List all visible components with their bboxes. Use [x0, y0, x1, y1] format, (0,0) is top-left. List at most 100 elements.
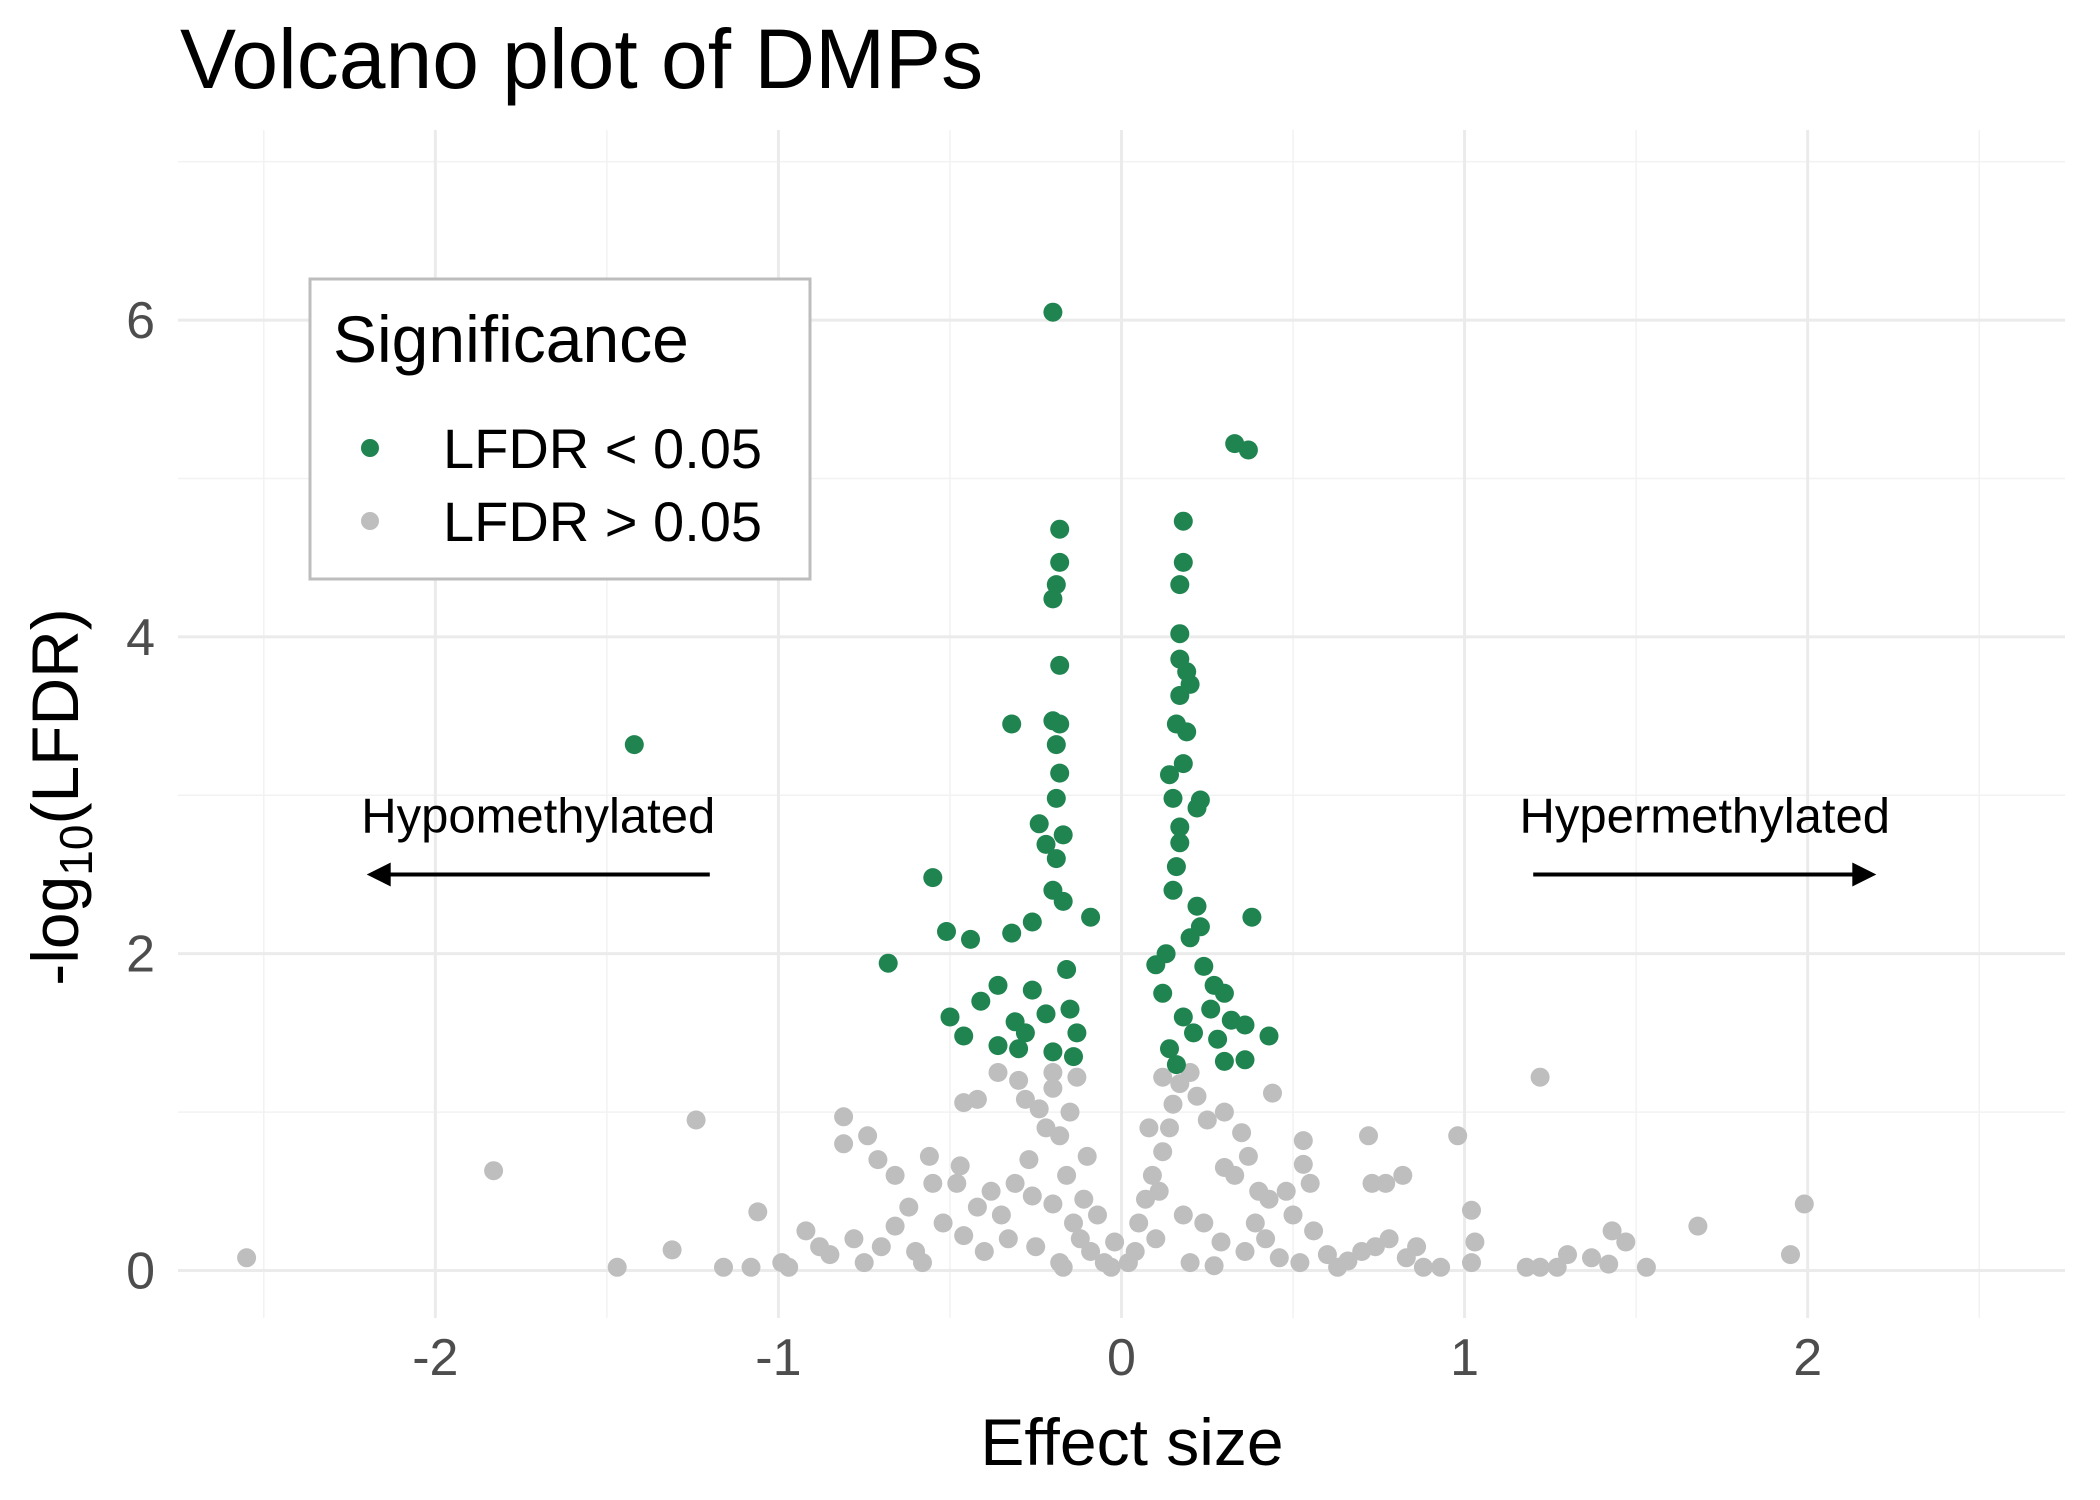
non-significant-point [1180, 1253, 1200, 1273]
y-tick-label: 0 [126, 1242, 155, 1300]
y-tick-label: 6 [126, 292, 155, 350]
significant-point [1015, 1023, 1035, 1043]
non-significant-point [1139, 1118, 1159, 1138]
non-significant-point [1088, 1205, 1107, 1225]
non-significant-point [974, 1242, 994, 1261]
non-significant-point [1269, 1248, 1289, 1268]
significant-point [1208, 1029, 1228, 1049]
significant-point [624, 735, 644, 755]
non-significant-point [1197, 1110, 1217, 1130]
significant-point [878, 953, 898, 973]
non-significant-point [967, 1089, 987, 1109]
y-tick-label: 2 [126, 926, 155, 984]
non-significant-point [1214, 1158, 1234, 1177]
non-significant-point [1636, 1257, 1656, 1277]
non-significant-point [1462, 1253, 1481, 1273]
significant-point [1002, 923, 1022, 943]
non-significant-point [858, 1126, 878, 1146]
x-tick-label: -1 [755, 1329, 801, 1387]
non-significant-point [885, 1165, 905, 1185]
non-significant-point [1070, 1229, 1090, 1249]
non-significant-point [1558, 1245, 1577, 1265]
significant-point [1009, 1039, 1029, 1059]
x-tick-label: 0 [1107, 1329, 1136, 1387]
x-tick-label: 2 [1793, 1329, 1822, 1387]
non-significant-point [772, 1253, 792, 1273]
non-significant-point [1599, 1254, 1619, 1274]
significant-point [1173, 511, 1193, 531]
y-tick-label: 4 [126, 609, 155, 667]
non-significant-point [662, 1240, 682, 1260]
significant-point [1259, 1026, 1279, 1046]
significant-point [1187, 798, 1207, 818]
significant-point [1050, 519, 1070, 539]
significant-point [1050, 714, 1070, 734]
legend-label-significant: LFDR < 0.05 [443, 417, 762, 480]
significant-point [988, 975, 1008, 995]
significant-point [1238, 440, 1258, 460]
significant-point [1166, 1055, 1186, 1075]
chart-title: Volcano plot of DMPs [180, 12, 983, 106]
non-significant-point [741, 1257, 761, 1277]
significant-point [1029, 814, 1049, 834]
non-significant-point [1359, 1126, 1378, 1146]
non-significant-point [981, 1181, 1001, 1201]
non-significant-point [1160, 1118, 1179, 1138]
non-significant-point [1146, 1229, 1166, 1249]
non-significant-point [947, 1173, 967, 1193]
non-significant-point [1232, 1123, 1252, 1143]
non-significant-point [950, 1156, 970, 1176]
significant-point [1046, 575, 1066, 595]
significant-point [1201, 999, 1221, 1019]
significant-point [1170, 817, 1190, 837]
non-significant-point [1283, 1205, 1303, 1225]
non-significant-point [991, 1205, 1011, 1225]
non-significant-point [1338, 1251, 1358, 1271]
non-significant-point [834, 1134, 854, 1154]
non-significant-point [1448, 1126, 1468, 1146]
x-tick-label: -2 [412, 1329, 458, 1387]
non-significant-point [1393, 1165, 1413, 1185]
non-significant-point [1516, 1257, 1536, 1277]
y-axis-title-subscript: 10 [50, 825, 102, 876]
y-axis-title-prefix: -log [18, 876, 92, 986]
non-significant-point [1105, 1232, 1125, 1252]
significant-point [1043, 302, 1063, 322]
non-significant-point [1077, 1146, 1097, 1166]
significant-point [1170, 833, 1190, 853]
non-significant-point [1142, 1165, 1162, 1185]
significant-point [1235, 1015, 1255, 1035]
significant-point [1194, 956, 1214, 976]
non-significant-point [1794, 1194, 1814, 1214]
legend-label-not-significant: LFDR > 0.05 [443, 490, 762, 553]
non-significant-point [796, 1221, 816, 1241]
non-significant-point [1043, 1063, 1063, 1082]
significant-point [1153, 983, 1173, 1003]
non-significant-point [1153, 1067, 1173, 1087]
significant-point [1067, 1023, 1087, 1043]
non-significant-point [1530, 1257, 1550, 1277]
non-significant-point [1407, 1237, 1427, 1257]
non-significant-point [1211, 1232, 1231, 1252]
non-significant-point [1317, 1245, 1337, 1265]
non-significant-point [919, 1146, 939, 1166]
non-significant-point [1365, 1237, 1385, 1257]
non-significant-point [1029, 1099, 1049, 1119]
significant-point [1173, 552, 1193, 572]
significant-point [1160, 1039, 1179, 1059]
y-axis-title-suffix: (LFDR) [18, 608, 92, 824]
non-significant-point [1101, 1257, 1121, 1277]
non-significant-point [1256, 1229, 1276, 1249]
significant-point [1214, 983, 1234, 1003]
non-significant-point [748, 1202, 768, 1222]
legend: Significance LFDR < 0.05 LFDR > 0.05 [308, 277, 812, 581]
significant-point [1043, 589, 1063, 609]
significant-point [988, 1036, 1008, 1056]
significant-point [1242, 907, 1262, 927]
non-significant-point [1187, 1086, 1207, 1106]
significant-point [1214, 1051, 1234, 1071]
non-significant-point [1547, 1257, 1567, 1277]
significant-point [1046, 735, 1066, 755]
significant-point [961, 929, 980, 949]
significant-point [971, 991, 991, 1011]
